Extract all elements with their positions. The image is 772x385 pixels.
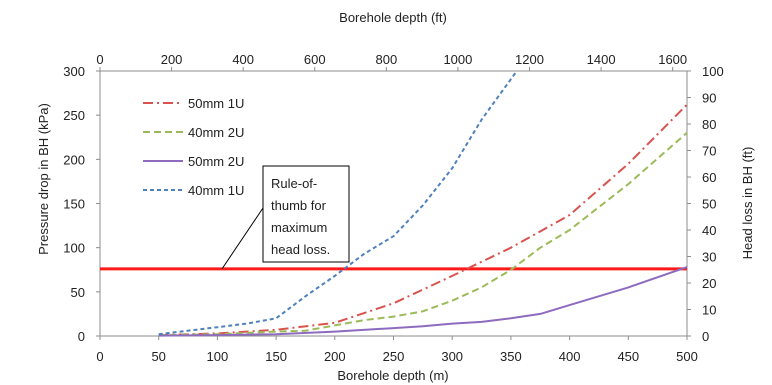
annotation-text-line: maximum (271, 220, 327, 235)
y-tick-label: 100 (63, 241, 85, 256)
top-x-tick-label: 1000 (443, 52, 472, 67)
top-x-tick-label: 1600 (658, 52, 687, 67)
right-y-tick-label: 100 (702, 64, 724, 79)
legend-label: 40mm 2U (188, 125, 244, 140)
right-y-tick-label: 70 (702, 144, 716, 159)
annotation-box (262, 165, 350, 263)
series-layer (158, 70, 688, 337)
top-x-tick-label: 1400 (587, 52, 616, 67)
top-x-tick-label: 400 (232, 52, 254, 67)
top-x-tick-label: 1200 (515, 52, 544, 67)
annotation-text-line: Rule-of- (271, 176, 317, 191)
right-y-tick-label: 40 (702, 223, 716, 238)
right-y-tick-label: 50 (702, 197, 716, 212)
legend-label: 50mm 2U (188, 154, 244, 169)
x-tick-label: 150 (265, 349, 287, 364)
series-line-50mm-1u (158, 103, 688, 337)
top-x-axis-title: Borehole depth (ft) (339, 10, 447, 25)
y-tick-label: 150 (63, 197, 85, 212)
x-tick-label: 300 (441, 349, 463, 364)
right-y-tick-label: 60 (702, 170, 716, 185)
y-tick-label: 200 (63, 152, 85, 167)
right-y-tick-label: 80 (702, 117, 716, 132)
right-y-tick-label: 20 (702, 276, 716, 291)
annotation-text-line: thumb for (271, 198, 327, 213)
x-axis-title: Borehole depth (m) (337, 368, 448, 383)
y-tick-label: 0 (78, 329, 85, 344)
y-tick-label: 250 (63, 108, 85, 123)
top-x-tick-label: 200 (161, 52, 183, 67)
x-tick-label: 500 (676, 349, 698, 364)
x-tick-label: 50 (151, 349, 165, 364)
top-x-tick-label: 800 (375, 52, 397, 67)
x-tick-label: 0 (96, 349, 103, 364)
x-tick-label: 400 (559, 349, 581, 364)
y-tick-label: 300 (63, 64, 85, 79)
y-axis-title: Pressure drop in BH (kPa) (36, 103, 51, 255)
right-y-tick-label: 10 (702, 303, 716, 318)
legend-label: 40mm 1U (188, 183, 244, 198)
x-tick-label: 200 (324, 349, 346, 364)
series-line-50mm-2u (158, 266, 688, 337)
right-y-tick-label: 30 (702, 250, 716, 265)
legend-label: 50mm 1U (188, 96, 244, 111)
x-tick-label: 250 (383, 349, 405, 364)
annotation-text-line: head loss. (271, 242, 330, 257)
series-line-40mm-2u (158, 132, 688, 337)
right-y-tick-label: 0 (702, 329, 709, 344)
x-tick-label: 450 (617, 349, 639, 364)
x-tick-label: 100 (207, 349, 229, 364)
x-tick-label: 350 (500, 349, 522, 364)
legend: 50mm 1U 40mm 2U 50mm 2U 40mm 1U (143, 96, 244, 198)
annotation-pointer (221, 207, 264, 270)
top-x-tick-label: 0 (96, 52, 103, 67)
right-y-tick-label: 90 (702, 91, 716, 106)
top-x-tick-label: 600 (304, 52, 326, 67)
y-tick-label: 50 (71, 285, 85, 300)
right-y-axis-title: Head loss in BH (ft) (740, 147, 755, 260)
annotation: Rule-of-thumb for maximum head loss. (221, 165, 350, 270)
